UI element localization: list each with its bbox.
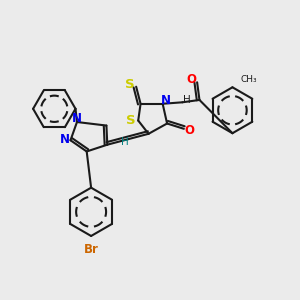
Text: S: S bbox=[126, 114, 136, 127]
Text: CH₃: CH₃ bbox=[241, 75, 257, 84]
Text: N: N bbox=[71, 112, 81, 125]
Text: N: N bbox=[160, 94, 171, 107]
Text: O: O bbox=[187, 73, 197, 86]
Text: H: H bbox=[121, 137, 129, 147]
Text: O: O bbox=[184, 124, 194, 137]
Text: H: H bbox=[183, 95, 191, 105]
Text: Br: Br bbox=[84, 243, 98, 256]
Text: S: S bbox=[125, 78, 134, 91]
Text: N: N bbox=[60, 133, 70, 146]
